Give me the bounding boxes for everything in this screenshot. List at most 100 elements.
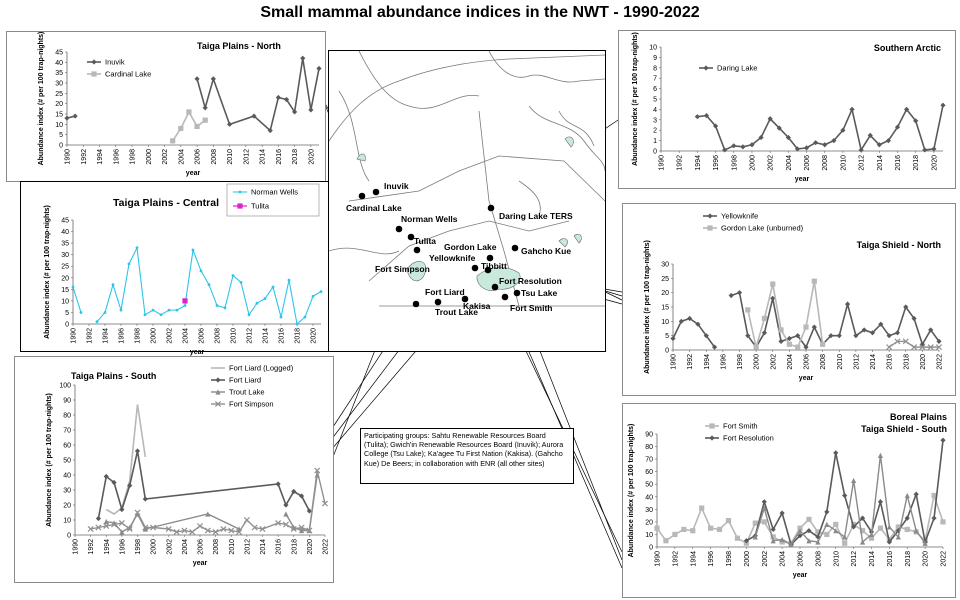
legend-label: Cardinal Lake — [105, 70, 151, 79]
chart-svg: 0 5 10 15 20 25 30 35 40 45 1990 1992 1994 1996 1998 20… — [44, 183, 323, 356]
y-tick-label: 60 — [63, 443, 71, 450]
x-tick-label: 2012 — [851, 551, 858, 567]
data-point — [142, 524, 149, 531]
data-point — [940, 437, 946, 443]
data-point — [267, 127, 273, 134]
x-tick-label: 2016 — [887, 354, 894, 370]
map-label: Tibbitt — [481, 261, 507, 271]
x-tick-label: 2014 — [869, 551, 876, 567]
x-tick-label: 1992 — [88, 539, 95, 555]
data-point — [95, 515, 102, 522]
data-point — [806, 538, 812, 544]
data-point — [64, 115, 70, 121]
data-point — [215, 304, 219, 307]
data-point — [678, 318, 684, 324]
y-tick-label: 45 — [55, 50, 63, 57]
data-point — [316, 65, 322, 72]
data-point — [150, 524, 157, 531]
data-point — [851, 477, 857, 484]
data-point — [663, 538, 669, 544]
y-tick-label: 80 — [63, 413, 71, 420]
data-point — [275, 94, 281, 101]
data-point — [859, 539, 866, 545]
x-tick-label: 2002 — [768, 155, 775, 171]
x-tick-label: 1992 — [672, 551, 679, 567]
map-label: Gahcho Kue — [521, 246, 571, 256]
data-point — [699, 505, 705, 511]
x-tick-label: 1992 — [677, 155, 684, 171]
y-tick-label: 30 — [661, 262, 669, 269]
chart-title: Taiga Shield - North — [857, 240, 941, 250]
data-point — [210, 76, 216, 82]
data-point — [279, 315, 283, 319]
x-tick-label: 1994 — [103, 328, 110, 344]
data-point — [709, 435, 715, 441]
data-point — [687, 315, 693, 322]
data-point — [173, 528, 180, 536]
data-point — [836, 333, 842, 339]
y-tick-label: 30 — [645, 507, 653, 514]
chart-svg: 0 5 10 15 20 25 30 35 40 45 1990 1992 1994 1996 1998 20… — [38, 32, 322, 177]
great-bear-lake-arm — [406, 261, 427, 282]
data-point — [786, 341, 792, 347]
chart-taiga-plains-central: 0 5 10 15 20 25 30 35 40 45 1990 1992 1994 1996 1998 20… — [20, 181, 329, 356]
data-point — [283, 96, 290, 103]
data-point — [204, 527, 211, 534]
data-point — [811, 324, 817, 330]
y-tick-label: 50 — [63, 458, 71, 465]
y-tick-label: 10 — [649, 45, 657, 52]
x-tick-label: 2020 — [931, 155, 938, 171]
chart-taiga-plains-south: 0 10 20 30 40 50 60 70 80 90 100 1990 1992 1994 1996 19… — [14, 356, 334, 583]
data-point — [745, 307, 751, 313]
x-tick-label: 2016 — [895, 155, 902, 171]
data-point — [761, 330, 768, 336]
x-tick-label: 2020 — [923, 551, 930, 567]
x-tick-label: 1994 — [104, 539, 111, 555]
data-point — [842, 534, 848, 540]
series-line — [172, 110, 206, 142]
y-tick-label: 10 — [61, 298, 69, 305]
data-point — [868, 535, 875, 541]
data-point — [886, 344, 893, 351]
y-tick-label: 80 — [645, 444, 653, 451]
x-tick-label: 2006 — [798, 551, 805, 567]
x-tick-label: 2000 — [146, 149, 153, 165]
x-axis-label: year — [186, 170, 201, 177]
series-line — [196, 58, 320, 133]
data-point — [103, 522, 110, 530]
x-tick-label: 2020 — [307, 539, 314, 555]
y-tick-label: 90 — [63, 398, 71, 405]
y-tick-label: 2 — [653, 128, 657, 135]
data-point — [681, 526, 687, 533]
data-point — [298, 527, 305, 534]
data-point — [215, 389, 221, 395]
x-tick-label: 2020 — [311, 328, 318, 344]
y-tick-label: 1 — [653, 138, 657, 145]
x-tick-label: 2002 — [762, 551, 769, 567]
data-point — [779, 536, 785, 543]
data-point — [842, 492, 848, 499]
y-tick-label: 45 — [61, 218, 69, 225]
data-point — [291, 488, 297, 495]
x-tick-label: 1996 — [720, 354, 727, 370]
data-point — [103, 518, 109, 525]
x-tick-label: 2018 — [291, 539, 298, 555]
y-tick-label: 60 — [645, 469, 653, 476]
data-point — [753, 344, 759, 350]
data-point — [283, 511, 289, 517]
data-point — [703, 65, 709, 71]
data-point — [940, 102, 946, 108]
x-tick-label: 2010 — [229, 539, 236, 555]
data-point — [127, 482, 133, 489]
data-point — [275, 519, 282, 527]
x-tick-label: 2006 — [199, 328, 206, 344]
legend-label: Inuvik — [105, 58, 125, 67]
data-point — [743, 538, 749, 544]
map-site-markers — [358, 188, 521, 308]
map-labels: Inuvik Cardinal Lake Norman Wells Tulita… — [346, 181, 573, 317]
data-point — [931, 515, 937, 521]
y-tick-label: 35 — [55, 70, 63, 77]
x-tick-label: 1998 — [135, 328, 142, 344]
map-label: Daring Lake TERS — [499, 211, 573, 221]
data-point — [103, 473, 109, 480]
